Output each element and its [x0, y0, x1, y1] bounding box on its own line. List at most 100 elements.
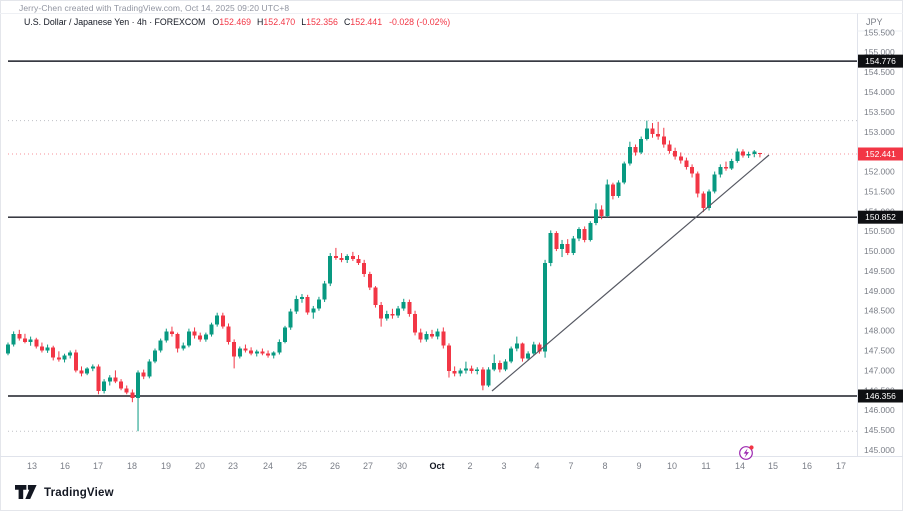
candle-body — [514, 343, 519, 349]
candle-body — [616, 182, 621, 197]
candle-body — [492, 363, 497, 370]
level-price-badge — [858, 389, 903, 403]
price-tick-label: 145.500 — [864, 425, 895, 435]
candlestick — [379, 301, 384, 327]
symbol-legend[interactable]: U.S. Dollar / Japanese Yen · 4h · FOREXC… — [24, 17, 450, 27]
candlestick — [237, 346, 242, 359]
candlestick — [401, 298, 406, 311]
candle-body — [147, 361, 152, 377]
candle-body — [169, 331, 174, 334]
candle-body — [181, 345, 186, 349]
candlestick — [610, 182, 615, 200]
tradingview-watermark[interactable]: TradingView — [15, 485, 114, 500]
time-tick-label: 14 — [735, 461, 745, 471]
candlestick — [215, 312, 220, 327]
candlestick — [350, 251, 355, 262]
candlestick — [718, 164, 723, 178]
candle-body — [622, 163, 627, 183]
candlestick — [588, 221, 593, 242]
candlestick — [407, 299, 412, 317]
candlestick — [316, 296, 321, 311]
ohlc-item: H152.470 — [257, 17, 296, 27]
candlestick — [271, 351, 276, 359]
candlestick — [593, 203, 598, 226]
candlestick — [62, 353, 67, 363]
candlestick — [430, 329, 435, 339]
trendline[interactable] — [491, 154, 770, 392]
candle-body — [593, 209, 598, 224]
currency-label: JPY — [866, 17, 883, 27]
candlestick — [147, 359, 152, 379]
candle-body — [260, 351, 265, 354]
candlestick — [339, 253, 344, 263]
time-tick-label: 26 — [330, 461, 340, 471]
price-tick-label: 155.500 — [864, 27, 895, 37]
candle-body — [232, 341, 237, 357]
tradingview-logo-text: TradingView — [44, 486, 114, 499]
candlestick — [56, 351, 61, 362]
candlestick — [543, 259, 548, 358]
candlestick — [678, 152, 683, 164]
candle-body — [610, 184, 615, 197]
candle-body — [249, 350, 254, 354]
time-tick-label: 24 — [263, 461, 273, 471]
time-tick-label: 11 — [701, 461, 710, 471]
candlestick — [11, 331, 16, 347]
price-tick-label: 147.500 — [864, 346, 895, 356]
candlestick — [288, 308, 293, 330]
ohlc-item: O152.469 — [212, 17, 252, 27]
candle-body — [673, 150, 678, 157]
candle-body — [543, 263, 548, 352]
candle-body — [203, 334, 208, 340]
candle-body — [254, 351, 259, 354]
candle-body — [520, 343, 525, 359]
level-price-badge — [858, 54, 903, 68]
candlestick — [384, 310, 389, 321]
candlestick — [701, 191, 706, 213]
ohlc-values: O152.469 H152.470 L152.356 C152.441 — [212, 17, 382, 27]
flash-event-icon[interactable] — [739, 445, 754, 460]
candle-body — [718, 166, 723, 175]
time-tick-label: 4 — [534, 461, 539, 471]
tradingview-logo-icon — [15, 485, 37, 499]
candle-body — [678, 156, 683, 161]
time-tick-label: 18 — [127, 461, 137, 471]
candle-body — [401, 301, 406, 309]
candlestick — [283, 325, 288, 344]
candle-body — [271, 352, 276, 356]
time-tick-label: 16 — [60, 461, 70, 471]
candle-body — [565, 243, 570, 254]
candle-body — [599, 209, 604, 217]
price-tick-label: 154.500 — [864, 67, 895, 77]
candle-body — [339, 258, 344, 260]
candlestick — [294, 295, 299, 314]
ohlc-item: C152.441 — [343, 17, 383, 27]
candlestick — [158, 338, 163, 353]
candle-body — [51, 347, 56, 358]
candle-body — [690, 166, 695, 174]
price-tick-label: 149.500 — [864, 266, 895, 276]
candlestick — [136, 370, 141, 432]
candle-body — [266, 353, 271, 356]
candlestick — [520, 342, 525, 362]
candle-body — [90, 366, 95, 369]
candle-body — [650, 128, 655, 134]
candlestick — [656, 121, 661, 140]
candlestick — [446, 343, 451, 378]
attribution-text: Jerry-Chen created with TradingView.com,… — [19, 3, 290, 13]
time-tick-label: 19 — [161, 461, 171, 471]
candle-body — [701, 193, 706, 209]
candlestick — [119, 379, 124, 391]
candlestick — [690, 164, 695, 178]
candle-body — [605, 184, 610, 217]
candlestick — [463, 361, 468, 374]
candle-body — [509, 348, 514, 362]
candle-body — [192, 331, 197, 336]
candle-body — [463, 368, 468, 371]
candlestick — [661, 127, 666, 148]
candlestick — [616, 180, 621, 198]
candlestick — [226, 323, 231, 345]
price-tick-label: 153.500 — [864, 107, 895, 117]
